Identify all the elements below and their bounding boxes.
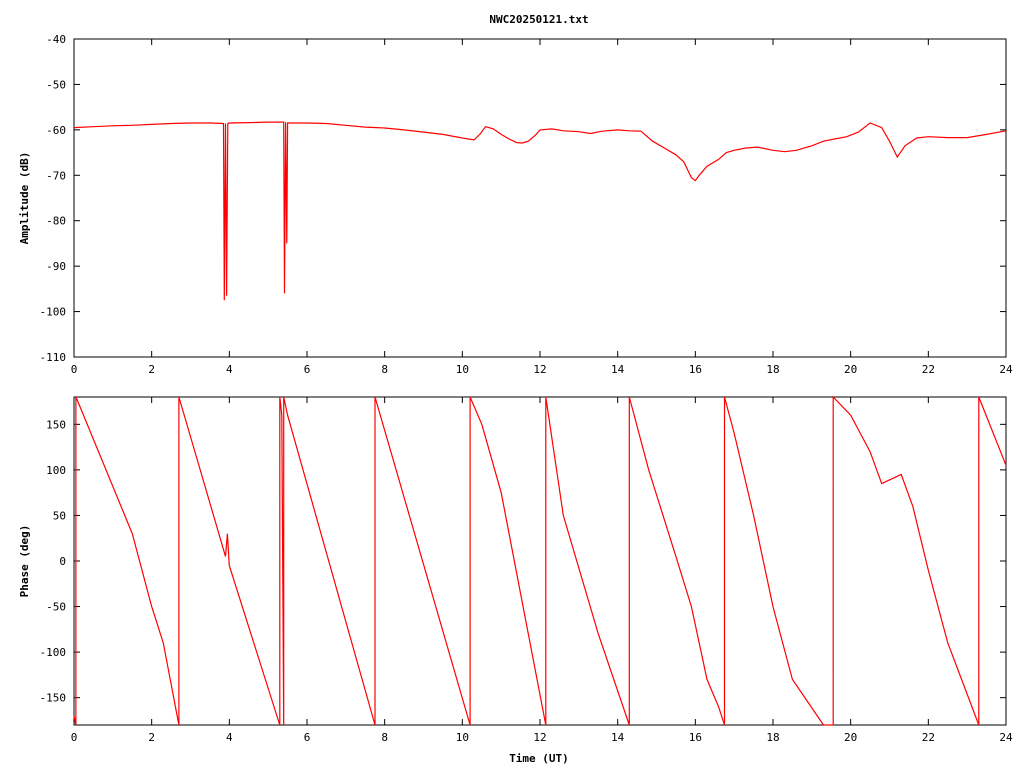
phase-x-tick-label: 20	[844, 731, 857, 744]
amplitude-y-tick-label: -50	[46, 78, 66, 91]
phase-series-line	[73, 395, 1007, 726]
amplitude-panel: 0 2 4 6 8 10 12 14 16 18 20 22 24-110-100-90-80-70-6…	[18, 33, 1013, 376]
amplitude-y-tick-label: -100	[40, 306, 67, 319]
phase-y-tick-label: 100	[46, 464, 66, 477]
amplitude-tick-labels: 0 2 4 6 8 10 12 14 16 18 20 22 24-110-100-90-80-70-6…	[40, 33, 1013, 376]
amplitude-x-tick-label: 12	[533, 363, 546, 376]
amplitude-x-tick-label: 20	[844, 363, 857, 376]
chart-title: NWC20250121.txt	[489, 13, 588, 26]
amplitude-x-tick-label: 24	[999, 363, 1013, 376]
amplitude-x-tick-label: 8	[381, 363, 388, 376]
phase-y-tick-label: 0	[59, 555, 66, 568]
phase-x-tick-label: 6	[304, 731, 311, 744]
amplitude-x-tick-label: 10	[456, 363, 469, 376]
phase-y-tick-label: 150	[46, 418, 66, 431]
amplitude-y-tick-label: -110	[40, 351, 67, 364]
phase-tick-labels: 0 2 4 6 8 10 12 14 16 18 20 22 24-150-100-5005010015…	[40, 418, 1013, 744]
phase-ticks	[73, 397, 1007, 725]
amplitude-y-tick-label: -90	[46, 260, 66, 273]
phase-x-tick-label: 2	[148, 731, 155, 744]
phase-x-tick-label: 4	[226, 731, 233, 744]
amplitude-x-tick-label: 22	[922, 363, 935, 376]
amplitude-series-line	[73, 121, 1007, 301]
phase-y-axis-label: Phase (deg)	[18, 525, 31, 598]
phase-x-axis-label: Time (UT)	[509, 752, 569, 765]
phase-x-tick-label: 0	[71, 731, 78, 744]
amplitude-x-tick-label: 16	[689, 363, 702, 376]
phase-x-tick-label: 24	[999, 731, 1013, 744]
amplitude-x-tick-label: 18	[766, 363, 779, 376]
phase-y-tick-label: -150	[40, 692, 67, 705]
phase-x-tick-label: 22	[922, 731, 935, 744]
phase-x-tick-label: 8	[381, 731, 388, 744]
phase-x-tick-label: 10	[456, 731, 469, 744]
phase-x-tick-label: 18	[766, 731, 779, 744]
amplitude-x-tick-label: 4	[226, 363, 233, 376]
phase-x-tick-label: 14	[611, 731, 625, 744]
amplitude-ticks	[73, 38, 1007, 358]
amplitude-x-tick-label: 6	[304, 363, 311, 376]
amplitude-y-tick-label: -70	[46, 169, 66, 182]
amplitude-x-tick-label: 2	[148, 363, 155, 376]
amplitude-y-tick-label: -40	[46, 33, 66, 46]
amplitude-x-tick-label: 14	[611, 363, 625, 376]
phase-x-tick-label: 16	[689, 731, 702, 744]
amplitude-y-axis-label: Amplitude (dB)	[18, 152, 31, 245]
amplitude-y-tick-label: -80	[46, 215, 66, 228]
amplitude-x-tick-label: 0	[71, 363, 78, 376]
amplitude-y-tick-label: -60	[46, 124, 66, 137]
phase-panel: 0 2 4 6 8 10 12 14 16 18 20 22 24-150-100-5005010015…	[18, 395, 1013, 765]
phase-y-tick-label: -100	[40, 646, 67, 659]
phase-y-tick-label: 50	[53, 509, 66, 522]
phase-y-tick-label: -50	[46, 601, 66, 614]
phase-x-tick-label: 12	[533, 731, 546, 744]
